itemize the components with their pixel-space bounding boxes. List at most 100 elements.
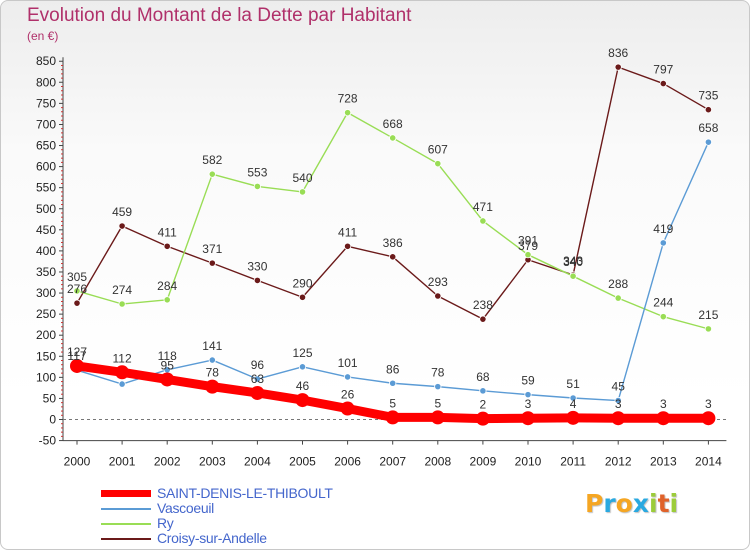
data-label-0: 95: [161, 358, 175, 372]
data-point-1: [298, 363, 307, 371]
x-tick-label: 2008: [424, 455, 451, 469]
data-point-2: [434, 160, 442, 168]
series-line-2: [76, 111, 710, 330]
data-point-0: [475, 411, 490, 426]
data-label-1: 101: [338, 356, 358, 370]
data-point-3: [659, 79, 667, 88]
data-label-1: 96: [251, 358, 265, 372]
data-point-1: [253, 375, 261, 383]
data-point-3: [434, 292, 442, 300]
y-tick-label: 600: [36, 160, 56, 174]
data-label-1: 45: [612, 380, 626, 394]
data-label-3: 330: [247, 259, 267, 273]
data-point-2: [614, 294, 622, 302]
data-point-3: [253, 276, 261, 285]
data-label-0: 3: [525, 397, 532, 411]
data-label-2: 728: [338, 92, 358, 106]
data-label-3: 371: [202, 242, 222, 256]
data-label-0: 78: [206, 366, 220, 380]
data-label-1: 117: [67, 349, 86, 363]
y-tick-label: 750: [36, 96, 56, 110]
y-tick-label: 550: [36, 181, 56, 195]
data-label-0: 3: [705, 397, 712, 411]
data-label-1: 68: [476, 370, 490, 384]
data-label-1: 658: [698, 121, 718, 135]
x-tick-label: 2006: [334, 455, 361, 469]
data-point-0: [205, 379, 220, 394]
data-label-0: 5: [389, 396, 396, 410]
proxiti-logo: Proxiti: [585, 489, 678, 518]
data-point-3: [614, 63, 622, 71]
data-point-0: [566, 410, 581, 425]
x-tick-label: 2013: [650, 455, 677, 469]
legend-label-croisy: Croisy-sur-Andelle: [157, 530, 267, 546]
x-tick-label: 2001: [109, 455, 136, 469]
data-label-0: 3: [615, 397, 622, 411]
chart-title: Evolution du Montant de la Dette par Hab…: [27, 5, 412, 26]
y-tick-label: 150: [36, 349, 56, 363]
data-point-1: [434, 383, 442, 391]
data-label-2: 244: [653, 296, 673, 310]
logo-letter: r: [603, 489, 616, 518]
legend-item-ry: Ry: [101, 515, 361, 531]
data-label-3: 735: [698, 89, 718, 103]
x-tick-label: 2003: [199, 455, 226, 469]
data-label-2: 215: [698, 308, 718, 322]
data-label-3: 276: [67, 282, 87, 296]
x-tick-label: 2012: [605, 455, 632, 469]
y-tick-label: 850: [36, 54, 56, 68]
data-point-3: [208, 259, 216, 267]
data-label-0: 5: [434, 396, 441, 410]
y-tick-label: 0: [49, 413, 56, 427]
data-point-2: [343, 109, 352, 117]
data-point-0: [385, 410, 400, 425]
data-label-2: 288: [608, 277, 628, 291]
logo-letter: o: [615, 489, 633, 518]
data-label-1: 125: [292, 346, 312, 360]
data-point-3: [389, 253, 397, 261]
data-label-3: 797: [653, 63, 673, 77]
logo-letter: i: [669, 489, 679, 518]
data-point-0: [115, 365, 130, 380]
x-tick-label: 2014: [695, 455, 722, 469]
data-label-2: 391: [518, 234, 538, 248]
y-tick-label: 300: [36, 286, 56, 300]
legend-label-ry: Ry: [157, 515, 174, 531]
legend-swatch-vascoeuil: [101, 508, 151, 510]
data-label-0: 127: [67, 345, 87, 359]
legend-swatch-ry: [101, 523, 151, 525]
data-label-0: 63: [251, 372, 265, 386]
y-tick-label: 250: [36, 307, 56, 321]
data-label-3: 459: [112, 205, 132, 219]
data-label-2: 540: [292, 171, 312, 185]
data-point-2: [253, 182, 261, 191]
legend: SAINT-DENIS-LE-THIBOULT Vascoeuil Ry Cro…: [101, 485, 361, 546]
y-tick-label: -50: [39, 434, 57, 448]
data-point-2: [118, 300, 126, 308]
logo-letter: P: [585, 489, 604, 518]
y-tick-label: 350: [36, 265, 56, 279]
data-label-3: 238: [473, 298, 493, 312]
data-label-2: 582: [202, 153, 222, 167]
data-label-0: 112: [113, 351, 132, 365]
data-label-1: 141: [202, 339, 222, 353]
data-label-2: 553: [247, 165, 267, 179]
data-point-2: [163, 296, 171, 304]
unit-label: (en €): [27, 29, 59, 43]
data-point-3: [479, 315, 487, 323]
data-point-0: [701, 411, 716, 426]
x-tick-label: 2007: [379, 455, 406, 469]
logo-letter: i: [649, 489, 658, 518]
data-point-3: [163, 242, 171, 250]
data-label-0: 26: [341, 388, 355, 402]
data-point-1: [569, 394, 577, 402]
legend-swatch-saint-denis: [101, 490, 151, 497]
data-point-1: [524, 391, 532, 399]
data-label-0: 46: [296, 379, 310, 393]
data-point-2: [298, 188, 307, 196]
data-label-1: 118: [158, 349, 177, 363]
x-tick-label: 2009: [470, 455, 497, 469]
data-point-3: [73, 299, 81, 307]
